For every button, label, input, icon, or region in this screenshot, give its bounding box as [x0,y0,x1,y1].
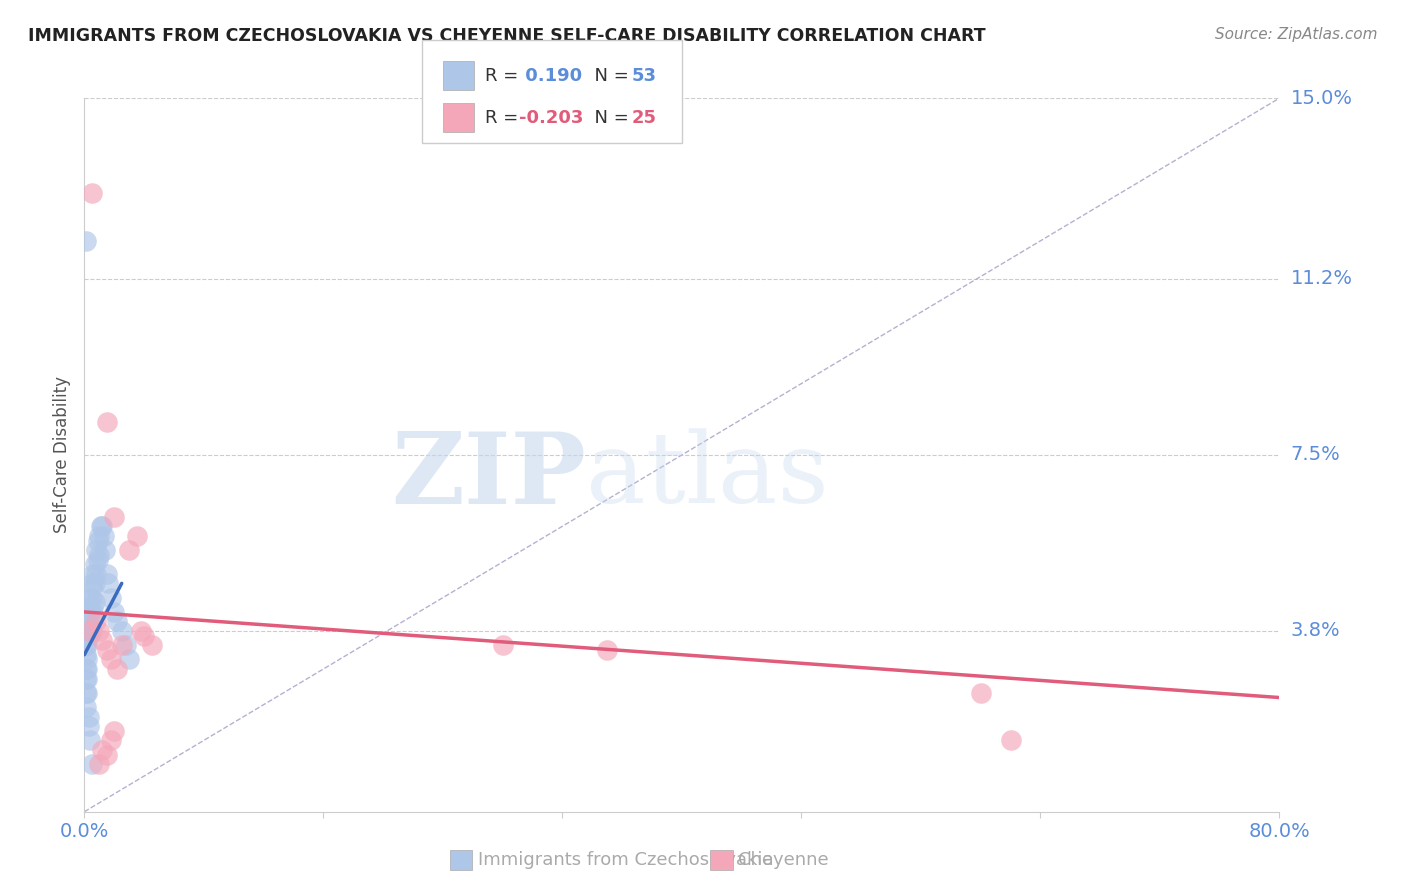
Point [86,566,108,581]
Point [83,595,105,609]
Point [77,624,100,638]
Point [77,719,100,733]
Text: atlas: atlas [586,428,830,524]
Point [1000,733,1022,747]
Text: N =: N = [583,109,636,127]
Text: 53: 53 [631,67,657,85]
Point [93,529,115,543]
Point [118,543,141,558]
Point [492,638,515,652]
Text: Immigrants from Czechoslovakia: Immigrants from Czechoslovakia [478,851,773,869]
Point [596,643,619,657]
Text: Source: ZipAtlas.com: Source: ZipAtlas.com [1215,27,1378,42]
Point [77,600,100,615]
Point [103,723,125,738]
Text: ZIP: ZIP [391,428,586,524]
Point [80,624,103,638]
Point [97,576,120,591]
Point [105,662,128,676]
Point [76,686,98,700]
Point [77,629,100,643]
Point [91,633,114,648]
Text: R =: R = [485,67,524,85]
Point [89,529,111,543]
Point [83,576,105,591]
Text: -0.203: -0.203 [519,109,583,127]
Point [125,529,148,543]
Point [100,652,122,666]
Text: R =: R = [485,109,524,127]
Point [76,672,98,686]
Point [82,581,104,595]
Point [75,624,97,638]
Point [79,619,101,633]
Point [76,662,98,676]
Point [83,558,105,572]
Point [75,700,97,714]
Point [76,615,98,629]
Text: Cheyenne: Cheyenne [738,851,828,869]
Point [129,624,152,638]
Point [77,709,100,723]
Point [111,624,134,638]
Text: 15.0%: 15.0% [1291,88,1353,108]
Point [90,519,112,533]
Point [111,638,134,652]
Point [970,686,993,700]
Text: 25: 25 [631,109,657,127]
Point [75,638,97,652]
Point [82,600,104,615]
Point [79,605,101,619]
Point [87,552,110,566]
Text: N =: N = [583,67,636,85]
Point [89,757,111,772]
Point [103,605,125,619]
Point [80,605,103,619]
Point [80,576,103,591]
Point [75,234,97,248]
Point [115,638,138,652]
Point [96,747,118,762]
Text: 11.2%: 11.2% [1291,269,1353,288]
Point [75,662,97,676]
Point [82,566,104,581]
Text: 3.8%: 3.8% [1291,622,1340,640]
Text: 7.5%: 7.5% [1291,445,1340,465]
Point [75,672,97,686]
Point [75,648,97,662]
Point [100,733,122,747]
Y-axis label: Self-Care Disability: Self-Care Disability [53,376,72,533]
Point [96,415,118,429]
Point [76,638,98,652]
Point [105,615,128,629]
Point [94,543,117,558]
Point [89,548,111,562]
Point [89,624,111,638]
Point [100,591,122,605]
Point [91,519,114,533]
Point [96,643,118,657]
Point [96,566,118,581]
Point [141,638,163,652]
Point [79,591,101,605]
Text: IMMIGRANTS FROM CZECHOSLOVAKIA VS CHEYENNE SELF-CARE DISABILITY CORRELATION CHAR: IMMIGRANTS FROM CZECHOSLOVAKIA VS CHEYEN… [28,27,986,45]
Text: 0.190: 0.190 [519,67,582,85]
Point [77,615,100,629]
Point [75,686,97,700]
Point [76,652,98,666]
Point [79,733,101,747]
Point [132,629,156,643]
Point [87,533,110,548]
Point [91,743,114,757]
Point [86,543,108,558]
Point [80,757,103,772]
Point [80,186,103,201]
Point [80,591,103,605]
Point [86,615,108,629]
Point [118,652,141,666]
Point [103,509,125,524]
Point [76,629,98,643]
